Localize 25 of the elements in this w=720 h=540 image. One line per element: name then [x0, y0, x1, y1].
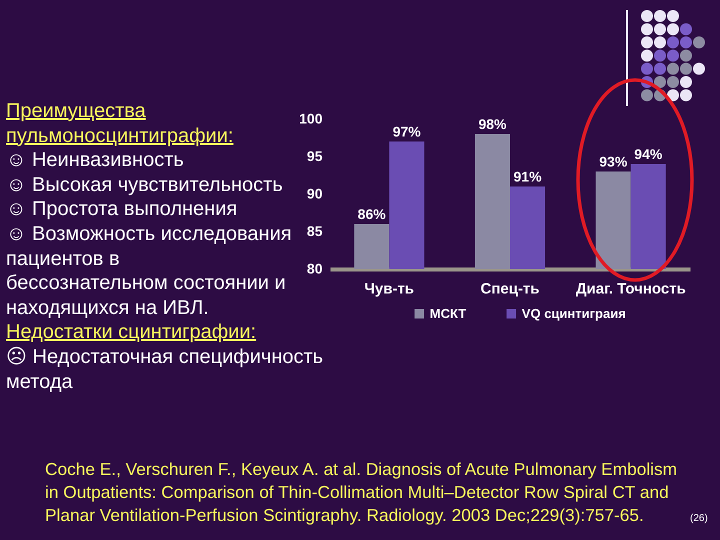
text: (26) — [690, 513, 708, 524]
data-label: 98% — [478, 116, 508, 132]
x-tick-label: Диаг. Точность — [576, 280, 686, 298]
x-tick-label: Спец-ть — [480, 280, 540, 298]
text: ☺ Высокая чувствительность — [6, 172, 283, 198]
x-tick-label: Чув-ть — [364, 280, 414, 298]
text: Coche E., Verschuren F., Keyeux A. at al. Diagnosis of Acute Pulmonary Embolism in Outpatients: Comparison of Thin-Collimation Multi–Detector Row Spiral CT and Planar Ventilation-Perfusion Scintigraphy. Radiology. 2003 Dec;229(3):757-65. — [45, 458, 678, 527]
y-tick-label: 95 — [306, 148, 323, 164]
data-label: 97% — [392, 124, 422, 140]
data-label: 91% — [514, 168, 542, 184]
text: ☹ Недостаточная специфичность метода — [6, 344, 324, 394]
text: ☺ Простота выполнения — [6, 197, 238, 222]
text: Недостатки сцинтиграфии: — [6, 320, 256, 345]
text: ☺ Возможность исследования пациентов в бессознательном состоянии и находящихся на ИВЛ. — [6, 222, 292, 320]
y-tick-label: 100 — [299, 110, 323, 126]
text: ☺ Неинвазивность — [6, 148, 184, 173]
text: Преимущества пульмоносцинтиграфии: — [6, 99, 234, 148]
legend-label: VQ сцинтиграия — [522, 306, 626, 321]
y-tick-label: 85 — [306, 223, 323, 239]
data-label: 93% — [599, 154, 628, 170]
data-label: 94% — [634, 146, 663, 162]
y-tick-label: 80 — [306, 260, 323, 276]
y-tick-label: 90 — [306, 186, 323, 202]
data-label: 86% — [358, 206, 386, 222]
legend-label: МСКТ — [430, 306, 466, 321]
